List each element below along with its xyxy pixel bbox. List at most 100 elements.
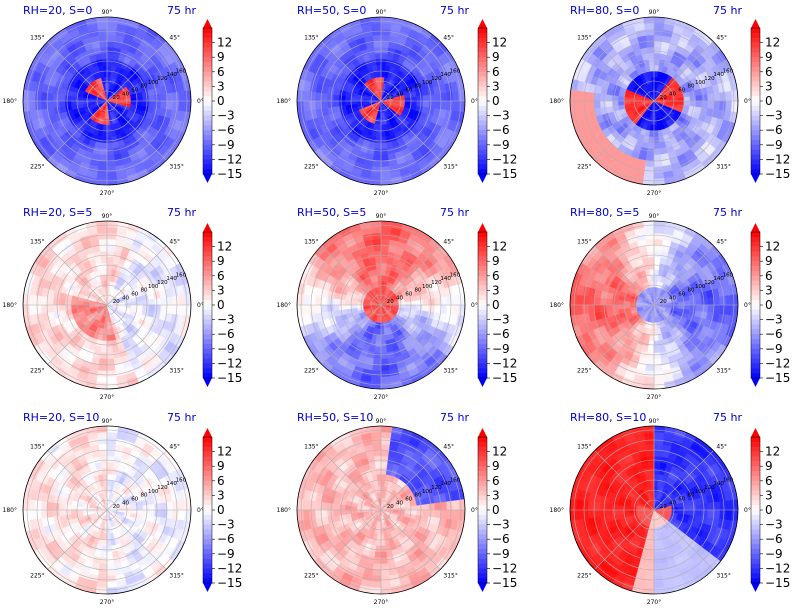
contour-cell <box>154 93 162 102</box>
contour-cell <box>28 294 36 306</box>
contour-cell <box>142 100 150 107</box>
contour-cell <box>178 90 186 102</box>
contour-cell <box>326 297 334 306</box>
contour-cell <box>695 94 703 102</box>
angular-grid-line <box>47 41 108 102</box>
contour-cell <box>106 358 116 366</box>
colorbar-segment <box>478 169 487 175</box>
contour-cell <box>103 118 108 126</box>
contour-cell <box>581 295 589 306</box>
contour-cell <box>380 40 390 48</box>
colorbar-tick-label: 0 <box>492 298 500 312</box>
contour-cell <box>106 22 118 30</box>
contour-cell <box>106 52 114 60</box>
contour-cell <box>22 100 30 113</box>
contour-cell <box>136 304 144 310</box>
contour-cell <box>99 250 108 258</box>
colorbar-segment <box>478 266 487 272</box>
polar-axis-frame <box>296 16 466 186</box>
contour-cell <box>380 220 393 228</box>
radial-tick-label: 40 <box>122 295 129 301</box>
colorbar-segment <box>751 164 760 170</box>
contour-cell <box>380 352 389 360</box>
colorbar-segment <box>751 52 760 58</box>
colorbar-segment <box>203 135 212 141</box>
radial-tick-label: 80 <box>414 288 421 294</box>
contour-cell <box>320 92 328 102</box>
radial-tick-label: 80 <box>140 84 147 90</box>
contour-cell <box>428 100 436 109</box>
colorbar-extend-max <box>203 19 212 28</box>
colorbar-tick-label: 9 <box>217 50 225 64</box>
colorbar-segment <box>751 368 760 374</box>
contour-cell <box>96 226 108 234</box>
contour-cell <box>599 93 607 102</box>
colorbar-segment <box>751 57 760 63</box>
contour-cell <box>101 340 108 348</box>
contour-cell <box>344 300 352 306</box>
colorbar-tick-label: 6 <box>217 65 225 79</box>
contour-cell <box>28 100 36 112</box>
polar-panel: 204060801001201401600°45°90°135°180°225°… <box>3 411 204 606</box>
contour-cell <box>160 92 168 102</box>
radial-tick-label: 120 <box>157 76 168 82</box>
colorbar-segment <box>203 125 212 131</box>
colorbar-segment <box>751 280 760 286</box>
colorbar-tick-label: 3 <box>765 283 773 297</box>
contour-cell <box>28 90 36 102</box>
contour-cell <box>166 304 174 314</box>
colorbar-segment <box>203 86 212 92</box>
contour-cell <box>100 461 108 469</box>
colorbar-tick-label: 12 <box>765 240 780 254</box>
colorbar-segment <box>478 236 487 243</box>
contour-cell <box>58 298 66 306</box>
radial-tick-label: 160 <box>450 272 461 278</box>
contour-cell <box>106 551 114 559</box>
contour-cell <box>372 160 382 168</box>
contour-cell <box>154 297 162 306</box>
contour-cell <box>380 256 388 264</box>
contour-cell <box>308 91 316 102</box>
colorbar-segment <box>203 241 212 247</box>
colorbar-tick-label: 3 <box>217 79 225 93</box>
contour-cell <box>326 93 334 102</box>
angle-tick-label: 0° <box>197 98 204 105</box>
contour-cell <box>713 100 721 110</box>
colorbar-tick-label: −9 <box>217 138 235 152</box>
contour-cell <box>440 100 448 110</box>
contour-cell <box>106 473 112 481</box>
contour-cell <box>428 297 436 306</box>
angle-tick-label: 225° <box>304 367 318 374</box>
contour-cell <box>587 304 595 314</box>
colorbar-segment <box>203 76 212 82</box>
panel-title: RH=20, S=5 <box>23 206 92 219</box>
contour-cell <box>452 100 460 112</box>
colorbar-extend-min <box>478 174 487 183</box>
contour-cell <box>653 160 663 168</box>
contour-cell <box>102 334 108 342</box>
contour-cell <box>653 280 658 288</box>
colorbar-segment <box>751 32 760 39</box>
contour-cell <box>422 100 430 108</box>
contour-cell <box>350 96 358 102</box>
contour-cell <box>653 268 659 276</box>
contour-cell <box>296 89 304 102</box>
colorbar-tick-label: 0 <box>765 94 773 108</box>
radial-tick-label: 20 <box>113 299 120 305</box>
contour-cell <box>653 58 660 66</box>
contour-cell <box>372 244 382 252</box>
radial-tick-label: 40 <box>669 91 676 97</box>
contour-cell <box>645 244 655 252</box>
colorbar-segment <box>203 105 212 112</box>
angle-tick-label: 90° <box>649 9 660 16</box>
contour-cell <box>404 100 412 106</box>
colorbar-tick-label: 12 <box>492 240 507 254</box>
contour-cell <box>649 124 655 132</box>
angle-tick-label: 225° <box>30 367 44 374</box>
contour-cell <box>64 299 72 306</box>
contour-cell <box>106 220 119 228</box>
angle-tick-label: 180° <box>550 98 564 105</box>
contour-cell <box>46 304 54 314</box>
contour-cell <box>372 364 382 372</box>
contour-cell <box>644 370 655 378</box>
